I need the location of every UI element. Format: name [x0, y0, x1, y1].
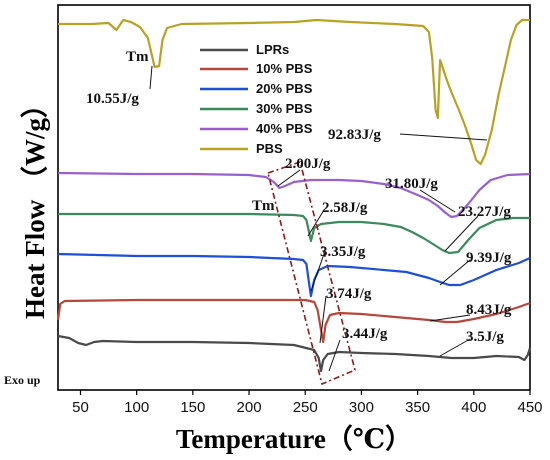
annotation-labels: Tm 10.55J/g 92.83J/g 2.00J/g 31.80J/g Tm… [4, 49, 512, 387]
arrow-10-55 [149, 65, 153, 90]
legend-label-40pbs: 40% PBS [256, 121, 313, 136]
x-tick-label-300: 300 [349, 399, 374, 416]
arrow-3-44 [328, 339, 341, 372]
annotation-3-44: 3.44J/g [342, 326, 388, 342]
annotation-2-00: 2.00J/g [285, 156, 331, 172]
x-axis-ticks: 50 100 150 200 250 300 350 400 450 [72, 390, 543, 416]
legend-label-lprs: LPRs [256, 42, 289, 57]
series-line-40pbs [57, 171, 531, 219]
x-axis-title: Temperature（℃） [176, 424, 412, 454]
x-tick-label-250: 250 [293, 399, 318, 416]
arrow-3-35 [310, 253, 325, 292]
annotation-92-83: 92.83J/g [328, 127, 381, 143]
x-tick-label-100: 100 [124, 399, 149, 416]
arrow-2-58 [307, 209, 325, 237]
annotation-tm-30: Tm [252, 198, 275, 214]
legend-label-20pbs: 20% PBS [256, 81, 313, 96]
annotation-exo-up: Exo up [4, 373, 41, 387]
legend-label-pbs: PBS [256, 141, 283, 156]
series-line-lprs [57, 334, 532, 373]
x-tick-label-450: 450 [517, 399, 542, 416]
annotation-3-35: 3.35J/g [320, 244, 366, 260]
y-axis-title: Heat Flow （W/g） [20, 91, 50, 319]
x-tick-label-150: 150 [180, 399, 205, 416]
series-lines [56, 18, 532, 373]
annotation-tm-pbs: Tm [126, 49, 149, 65]
arrow-9-39 [439, 259, 471, 286]
legend-label-10pbs: 10% PBS [256, 61, 313, 76]
annotation-9-39: 9.39J/g [466, 250, 512, 266]
legend: LPRs 10% PBS 20% PBS 30% PBS 40% PBS PBS [200, 42, 313, 156]
annotation-23-27: 23.27J/g [458, 204, 511, 220]
arrow-23-27 [444, 215, 479, 252]
series-line-pbs [58, 18, 530, 166]
annotation-10-55: 10.55J/g [86, 91, 139, 107]
arrow-2-00 [277, 169, 301, 187]
annotation-3-5: 3.5J/g [466, 329, 504, 345]
x-tick-label-200: 200 [237, 399, 262, 416]
arrow-31-80 [419, 189, 456, 213]
annotation-31-80: 31.80J/g [385, 176, 438, 192]
arrow-8-43 [429, 314, 471, 322]
annotation-8-43: 8.43J/g [466, 302, 512, 318]
annotation-arrows [149, 65, 488, 372]
arrow-3-74 [319, 295, 327, 344]
annotation-2-58: 2.58J/g [322, 200, 368, 216]
x-tick-label-400: 400 [461, 399, 486, 416]
highlight-band [267, 160, 356, 386]
arrow-3-5 [439, 338, 471, 357]
series-line-30pbs [58, 212, 530, 255]
plot-frame [57, 4, 531, 391]
legend-label-30pbs: 30% PBS [256, 101, 313, 116]
x-tick-label-350: 350 [405, 399, 430, 416]
series-line-10pbs [56, 298, 531, 344]
x-tick-label-50: 50 [72, 399, 89, 416]
series-line-20pbs [57, 252, 531, 298]
arrow-92-83 [399, 133, 488, 141]
annotation-3-74: 3.74J/g [326, 286, 372, 302]
